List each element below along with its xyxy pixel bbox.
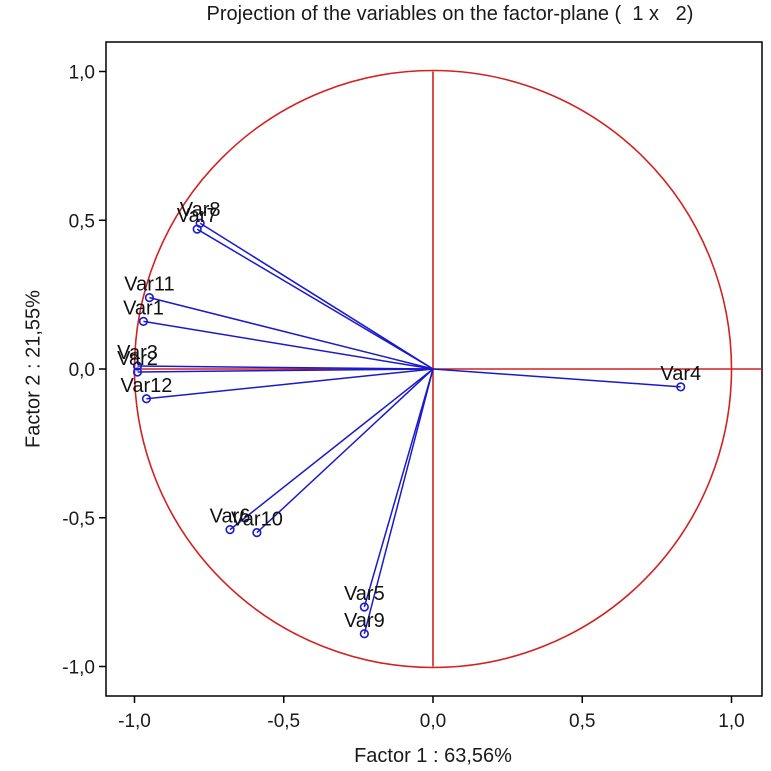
point-var6 — [225, 525, 235, 535]
point-var1 — [138, 316, 149, 327]
x-tick-label: -0,5 — [267, 711, 300, 732]
point-label-var8: Var8 — [180, 199, 221, 221]
vector-var10 — [256, 368, 434, 534]
point-label-var11: Var11 — [124, 274, 174, 296]
point-label-var4: Var4 — [660, 363, 701, 385]
y-tick-label: -0,5 — [62, 509, 95, 530]
point-label-var1: Var1 — [123, 297, 164, 319]
vector-var7 — [196, 228, 434, 370]
point-label-var10: Var10 — [231, 509, 283, 531]
point-var9 — [359, 629, 369, 639]
y-tick-label: 0,5 — [69, 211, 95, 232]
x-tick-label: 0,0 — [420, 711, 446, 732]
point-var5 — [359, 602, 369, 612]
vector-var9 — [363, 368, 434, 634]
point-var8 — [195, 218, 205, 228]
point-var11 — [144, 293, 155, 303]
vector-var8 — [199, 222, 434, 370]
point-label-var6: Var6 — [210, 506, 251, 528]
point-var4 — [676, 382, 686, 392]
x-tick-label: 0,5 — [569, 711, 595, 732]
point-var10 — [252, 528, 262, 538]
vector-var3 — [137, 365, 434, 370]
chart-title: Projection of the variables on the facto… — [206, 3, 694, 25]
y-tick-label: -1,0 — [62, 658, 95, 679]
y-tick-label: 1,0 — [69, 63, 95, 84]
point-label-var7: Var7 — [177, 205, 218, 227]
vector-var4 — [432, 368, 681, 388]
point-var12 — [141, 394, 152, 404]
vector-var2 — [137, 368, 434, 373]
y-tick-label: 0,0 — [69, 360, 95, 381]
point-label-var5: Var5 — [344, 583, 385, 605]
point-label-var3: Var3 — [117, 342, 158, 364]
vector-var6 — [229, 368, 434, 531]
vector-var1 — [143, 320, 434, 370]
point-label-var2: Var2 — [117, 348, 158, 370]
x-tick-label: 1,0 — [718, 711, 744, 732]
x-axis-title: Factor 1 : 63,56% — [354, 745, 512, 767]
vector-var5 — [363, 368, 434, 608]
point-label-var9: Var9 — [344, 610, 385, 632]
vector-var11 — [149, 296, 434, 370]
x-tick-label: -1,0 — [118, 711, 151, 732]
point-var2 — [132, 367, 143, 377]
point-label-var12: Var12 — [120, 375, 172, 397]
vector-var12 — [146, 368, 434, 400]
point-var3 — [132, 361, 143, 371]
